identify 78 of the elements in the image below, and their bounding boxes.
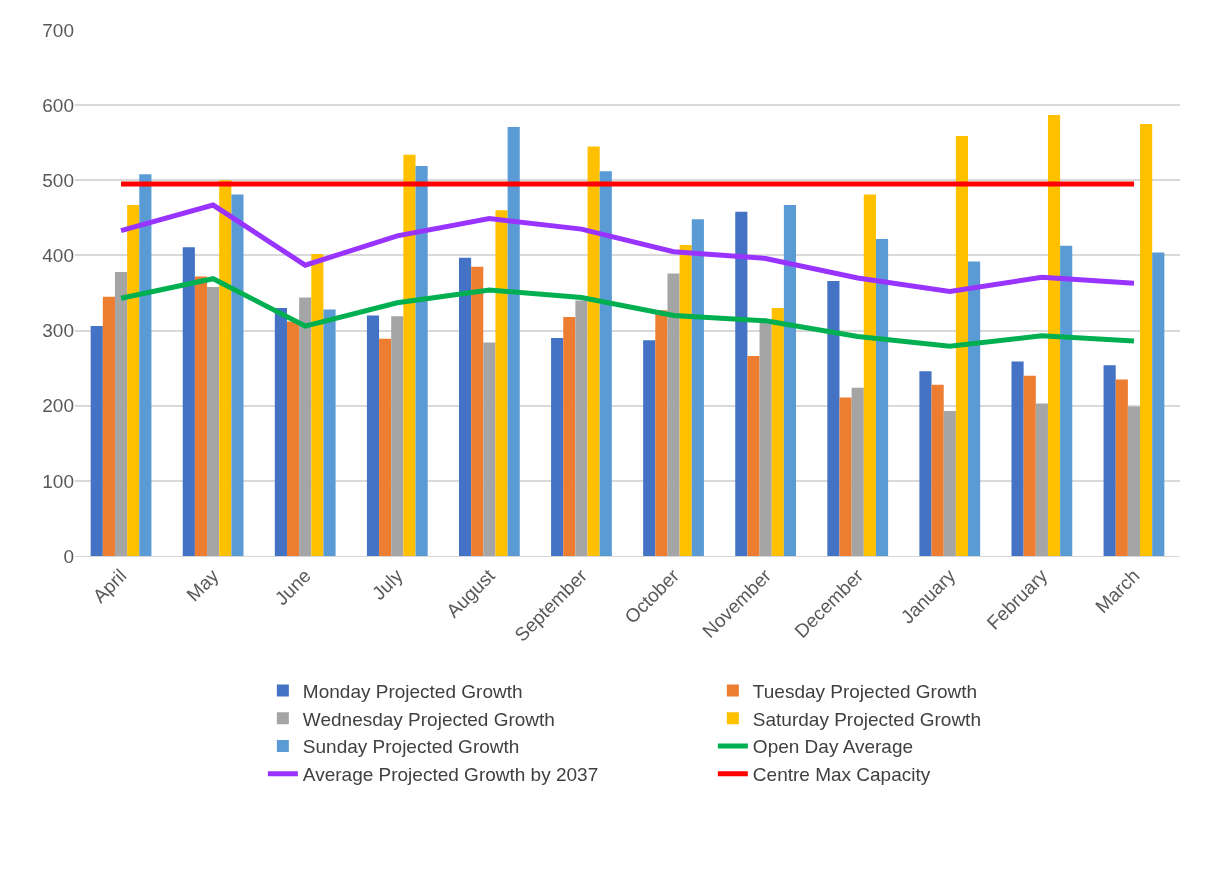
y-tick-label: 100: [42, 470, 74, 492]
bar: [286, 321, 300, 556]
bar: [231, 194, 244, 556]
bar: [458, 257, 472, 556]
bar: [391, 316, 404, 556]
x-tick-label: July: [368, 564, 408, 604]
legend-label: Centre Max Capacity: [752, 764, 931, 786]
bar: [551, 338, 564, 556]
bar: [827, 280, 840, 556]
bar: [366, 315, 380, 556]
bar: [679, 244, 692, 556]
bar: [968, 261, 981, 556]
bar: [747, 356, 760, 556]
bar: [415, 166, 428, 556]
bar: [1011, 361, 1024, 556]
bar: [783, 205, 797, 556]
bar: [207, 286, 220, 556]
bar: [403, 154, 416, 556]
bar: [1140, 123, 1153, 556]
legend-label: Sunday Projected Growth: [302, 736, 520, 758]
bar: [219, 180, 232, 556]
bar: [182, 247, 195, 556]
bar: [667, 273, 680, 556]
bar: [875, 238, 889, 556]
bar: [575, 300, 588, 556]
bar: [274, 308, 287, 556]
legend-label: Wednesday Projected Growth: [302, 708, 555, 730]
bar: [127, 205, 140, 556]
bar: [599, 171, 612, 556]
bar: [1023, 375, 1036, 556]
bar: [919, 371, 932, 556]
y-tick-label: 400: [42, 245, 74, 267]
bar: [691, 219, 704, 556]
legend-label: Saturday Projected Growth: [752, 708, 981, 730]
bar: [587, 146, 600, 556]
bar: [483, 342, 496, 556]
bar: [194, 276, 208, 556]
bar: [955, 135, 969, 556]
bar: [495, 210, 508, 556]
bar: [139, 174, 152, 556]
x-tick-label: May: [182, 564, 224, 606]
bar: [931, 384, 944, 556]
bar: [1060, 245, 1073, 556]
bar: [114, 271, 128, 556]
bar: [1047, 114, 1061, 556]
bar: [471, 266, 484, 556]
bar: [1127, 406, 1141, 556]
bar: [1152, 252, 1165, 556]
bar: [771, 308, 784, 556]
y-tick-label: 300: [42, 320, 74, 342]
bar: [299, 297, 312, 556]
bar: [1103, 365, 1116, 556]
legend-label: Tuesday Projected Growth: [752, 680, 978, 702]
bar: [311, 253, 324, 556]
y-tick-label: 0: [63, 545, 74, 567]
bar: [1115, 379, 1128, 556]
legend-label: Open Day Average: [752, 736, 914, 758]
y-tick-label: 600: [42, 94, 74, 116]
bar: [759, 323, 772, 556]
y-tick-label: 700: [42, 19, 74, 41]
bar: [379, 338, 392, 556]
bar: [507, 126, 520, 556]
bar: [655, 310, 668, 556]
bar: [563, 317, 576, 556]
bar: [643, 340, 656, 556]
bar: [735, 211, 748, 556]
y-tick-label: 500: [42, 169, 74, 191]
legend-label: Monday Projected Growth: [302, 680, 523, 702]
bar: [102, 296, 115, 556]
bar: [851, 387, 864, 556]
legend-label: Average Projected Growth by 2037: [302, 764, 599, 786]
bar: [839, 397, 852, 556]
bar: [1035, 403, 1048, 556]
bar: [943, 410, 956, 556]
bar: [863, 194, 876, 556]
bar: [323, 309, 336, 556]
bar: [90, 326, 103, 556]
y-tick-label: 200: [42, 395, 74, 417]
